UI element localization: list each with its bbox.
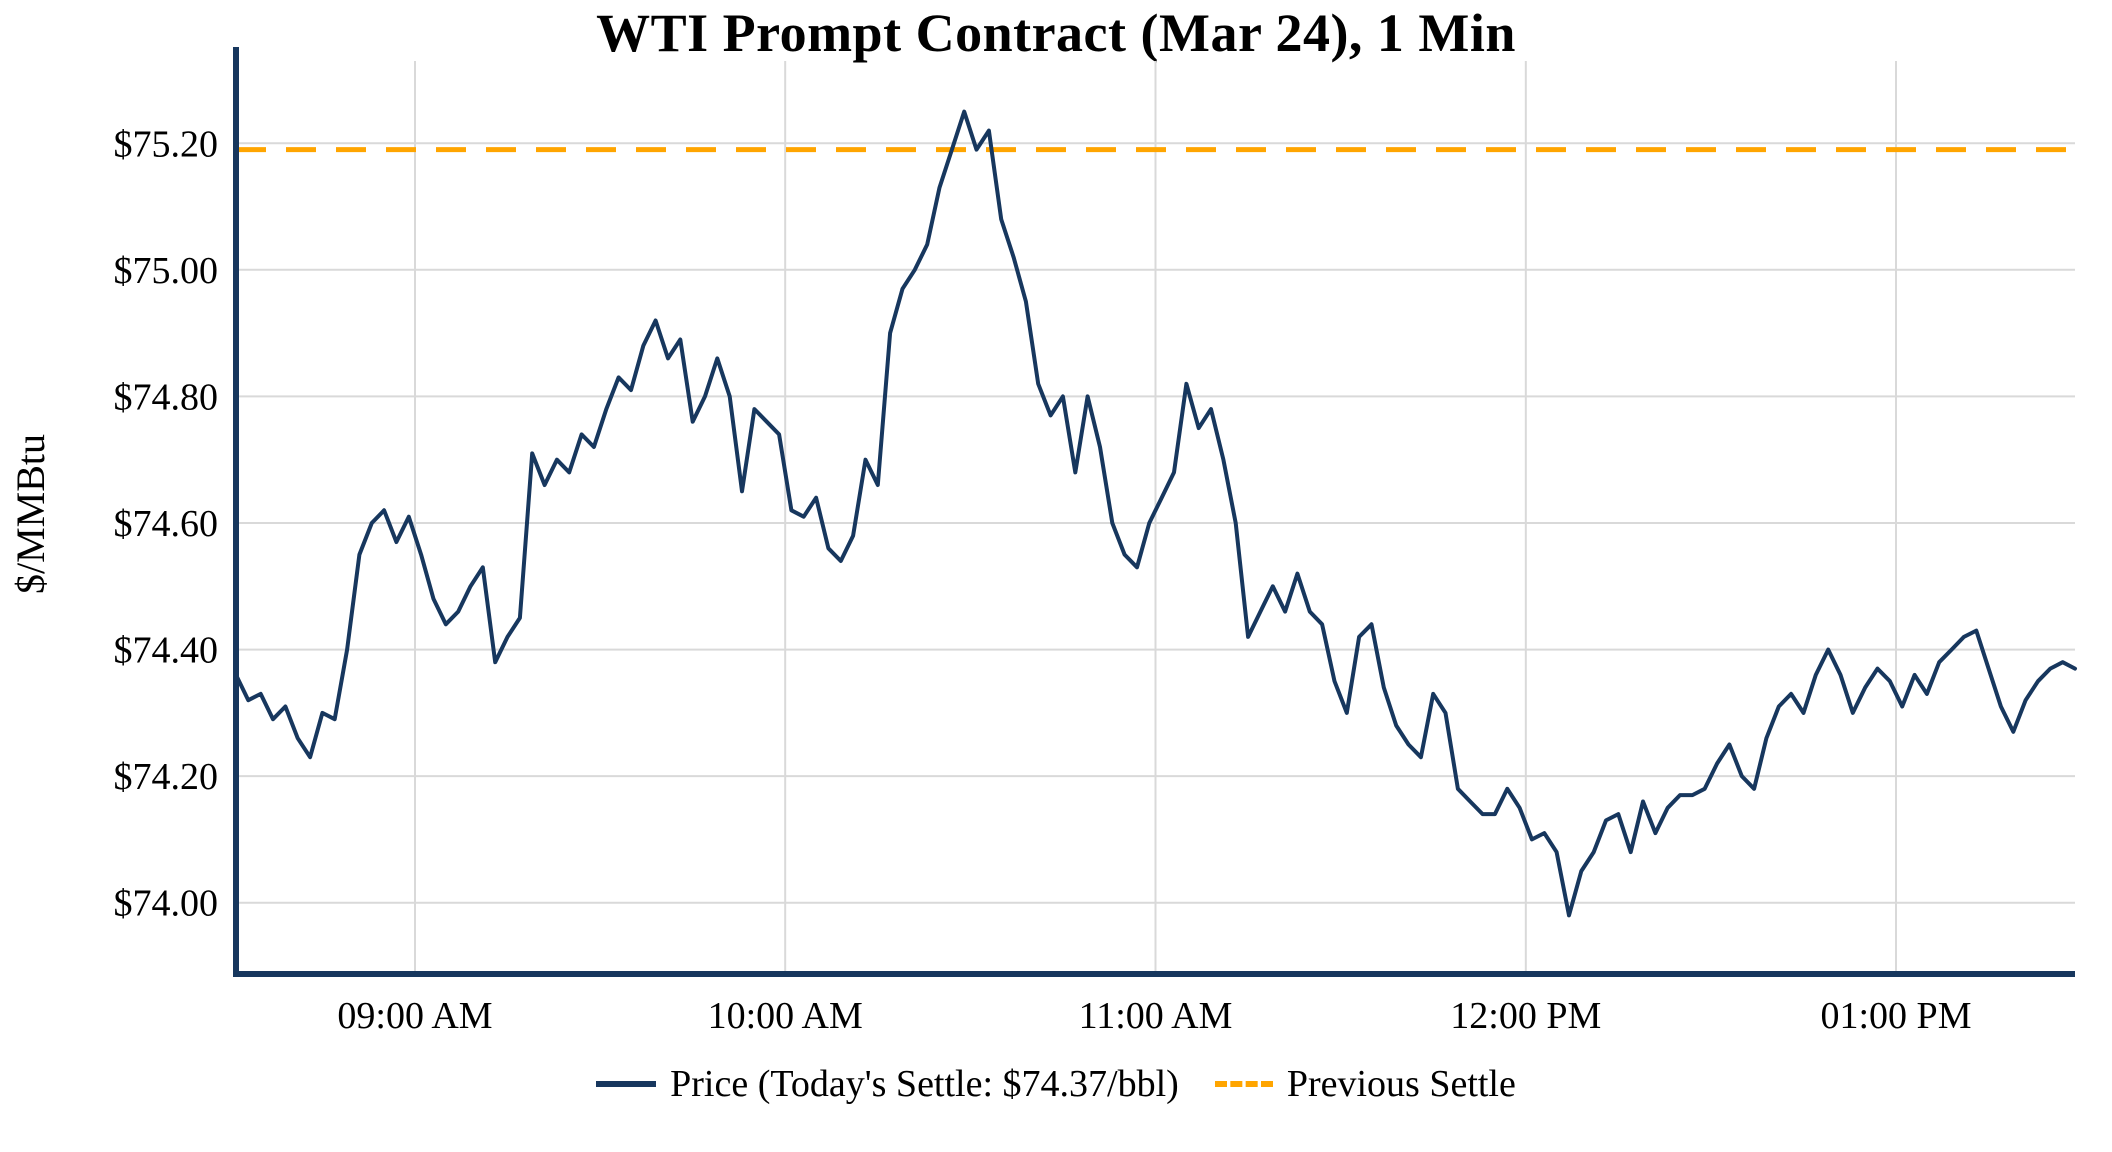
y-tick-label: $74.40 xyxy=(114,630,219,672)
x-tick-label: 12:00 PM xyxy=(1450,995,1601,1037)
legend-item-price: Price (Today's Settle: $74.37/bbl) xyxy=(596,1062,1179,1106)
x-tick-label: 09:00 AM xyxy=(337,995,492,1037)
x-tick-label: 01:00 PM xyxy=(1821,995,1972,1037)
y-tick-label: $74.20 xyxy=(114,756,219,798)
y-tick-label: $75.20 xyxy=(114,123,219,165)
y-tick-label: $75.00 xyxy=(114,250,219,292)
y-axis-title: $/MMBtu xyxy=(8,434,53,594)
previous-settle-line-sample xyxy=(1214,1081,1273,1087)
legend: Price (Today's Settle: $74.37/bbl) Previ… xyxy=(0,1062,2112,1106)
x-tick-label: 11:00 AM xyxy=(1079,995,1233,1037)
chart-title: WTI Prompt Contract (Mar 24), 1 Min xyxy=(596,3,1516,63)
y-tick-label: $74.80 xyxy=(114,376,219,418)
legend-item-previous-settle: Previous Settle xyxy=(1214,1062,1516,1106)
y-tick-label: $74.00 xyxy=(114,883,219,925)
legend-price-label: Price (Today's Settle: $74.37/bbl) xyxy=(670,1063,1179,1105)
legend-settle-label: Previous Settle xyxy=(1286,1063,1516,1105)
x-tick-label: 10:00 AM xyxy=(708,995,863,1037)
plot-area: $74.00 $74.20 $74.40 $74.60 $74.80 $75.00 $75.… xyxy=(8,47,2077,1037)
price-line xyxy=(234,109,2077,918)
y-tick-label: $74.60 xyxy=(114,503,219,545)
price-line-sample xyxy=(596,1081,657,1087)
